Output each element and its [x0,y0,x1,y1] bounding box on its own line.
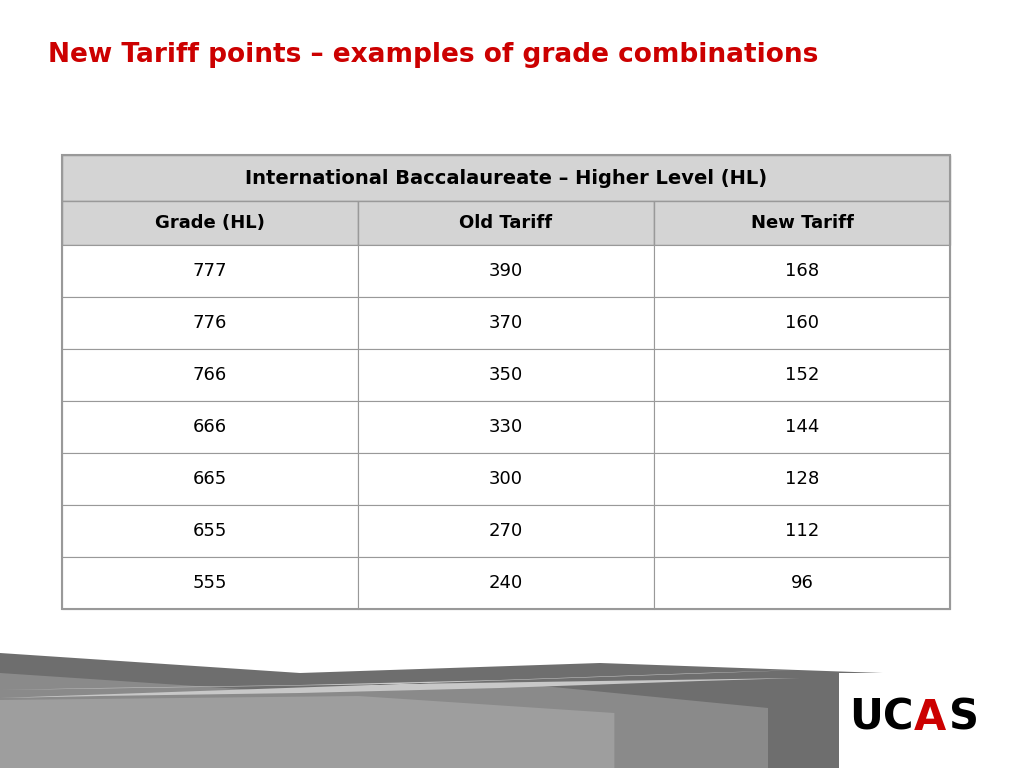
Text: New Tariff: New Tariff [751,214,853,232]
Text: Old Tariff: Old Tariff [460,214,553,232]
Bar [358,505,654,557]
Text: 666: 666 [193,418,227,436]
Bar [358,201,654,245]
Text: 300: 300 [489,470,523,488]
Bar [62,201,358,245]
Bar [654,297,950,349]
Text: 370: 370 [488,314,523,332]
Bar [654,505,950,557]
Bar [358,401,654,453]
Text: 655: 655 [193,522,227,540]
Bar [62,155,950,201]
Bar [62,245,358,297]
Bar [358,297,654,349]
Bar [358,245,654,297]
Text: S: S [949,697,980,739]
Bar [358,453,654,505]
Text: 152: 152 [784,366,819,384]
Bar [358,557,654,609]
Text: New Tariff points – examples of grade combinations: New Tariff points – examples of grade co… [48,42,818,68]
Polygon shape [0,670,800,698]
Text: 144: 144 [784,418,819,436]
Text: 240: 240 [488,574,523,592]
Text: 777: 777 [193,262,227,280]
Text: Grade (HL): Grade (HL) [155,214,265,232]
Text: 270: 270 [488,522,523,540]
Bar [62,297,358,349]
Bar [62,557,358,609]
Polygon shape [0,653,1024,768]
Bar [654,245,950,297]
Bar [654,557,950,609]
Bar [62,155,950,609]
Text: 160: 160 [785,314,819,332]
Text: UC: UC [849,697,913,739]
Polygon shape [0,696,614,768]
Text: 390: 390 [488,262,523,280]
Bar [358,349,654,401]
Text: 766: 766 [193,366,227,384]
Text: 168: 168 [785,262,819,280]
Text: 112: 112 [784,522,819,540]
Text: 555: 555 [193,574,227,592]
Text: 128: 128 [784,470,819,488]
Bar [62,453,358,505]
Text: 330: 330 [488,418,523,436]
Text: 776: 776 [193,314,227,332]
Bar [654,453,950,505]
Bar [654,401,950,453]
Bar [839,673,1024,768]
Text: 96: 96 [791,574,813,592]
Bar [62,505,358,557]
Bar [654,201,950,245]
Bar [62,401,358,453]
Text: 350: 350 [488,366,523,384]
Bar [62,349,358,401]
Polygon shape [0,673,768,768]
Bar [654,349,950,401]
Text: 665: 665 [193,470,227,488]
Text: International Baccalaureate – Higher Level (HL): International Baccalaureate – Higher Lev… [245,168,767,187]
Text: A: A [913,697,946,739]
